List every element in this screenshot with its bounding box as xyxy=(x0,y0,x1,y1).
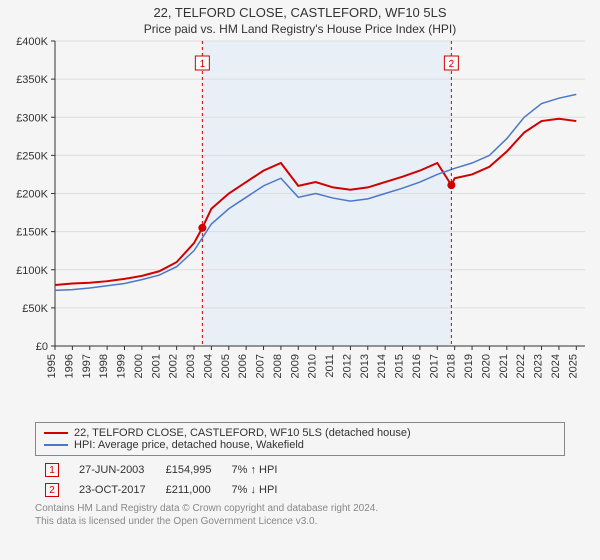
table-row: 2 23-OCT-2017£211,0007% ↓ HPI xyxy=(35,480,287,500)
svg-text:2023: 2023 xyxy=(533,354,545,378)
footer-line1: Contains HM Land Registry data © Crown c… xyxy=(35,502,565,515)
chart-legend: 22, TELFORD CLOSE, CASTLEFORD, WF10 5LS … xyxy=(35,422,565,456)
legend-swatch xyxy=(44,444,68,446)
tx-marker-cell: 1 xyxy=(35,460,69,480)
legend-swatch xyxy=(44,432,68,434)
svg-text:1995: 1995 xyxy=(46,354,58,378)
svg-text:2022: 2022 xyxy=(515,354,527,378)
svg-text:2014: 2014 xyxy=(376,354,388,378)
svg-text:£50K: £50K xyxy=(22,303,48,315)
svg-text:2013: 2013 xyxy=(359,354,371,378)
svg-text:1996: 1996 xyxy=(63,354,75,378)
legend-row: 22, TELFORD CLOSE, CASTLEFORD, WF10 5LS … xyxy=(44,427,556,439)
svg-text:2019: 2019 xyxy=(463,354,475,378)
chart-title: 22, TELFORD CLOSE, CASTLEFORD, WF10 5LS xyxy=(5,5,595,20)
svg-text:2024: 2024 xyxy=(550,354,562,378)
svg-text:2004: 2004 xyxy=(202,354,214,378)
tx-date: 23-OCT-2017 xyxy=(69,480,156,500)
tx-marker-cell: 2 xyxy=(35,480,69,500)
svg-text:2011: 2011 xyxy=(324,354,336,378)
tx-marker: 2 xyxy=(45,483,59,497)
svg-text:2001: 2001 xyxy=(150,354,162,378)
svg-text:2006: 2006 xyxy=(237,354,249,378)
svg-text:£400K: £400K xyxy=(16,36,48,48)
svg-text:2000: 2000 xyxy=(133,354,145,378)
svg-text:2021: 2021 xyxy=(498,354,510,378)
svg-text:2010: 2010 xyxy=(307,354,319,378)
svg-text:2017: 2017 xyxy=(428,354,440,378)
svg-text:2020: 2020 xyxy=(480,354,492,378)
svg-text:£0: £0 xyxy=(36,341,48,353)
svg-text:1997: 1997 xyxy=(81,354,93,378)
svg-text:£100K: £100K xyxy=(16,265,48,277)
tx-date: 27-JUN-2003 xyxy=(69,460,156,480)
svg-text:2: 2 xyxy=(449,59,455,70)
svg-text:1: 1 xyxy=(200,59,206,70)
tx-pct: 7% ↑ HPI xyxy=(222,460,288,480)
svg-text:£150K: £150K xyxy=(16,227,48,239)
svg-text:2025: 2025 xyxy=(567,354,579,378)
tx-price: £154,995 xyxy=(156,460,222,480)
svg-text:1999: 1999 xyxy=(116,354,128,378)
svg-text:£350K: £350K xyxy=(16,74,48,86)
svg-text:£300K: £300K xyxy=(16,112,48,124)
svg-text:2009: 2009 xyxy=(289,354,301,378)
svg-text:2007: 2007 xyxy=(255,354,267,378)
svg-text:2005: 2005 xyxy=(220,354,232,378)
svg-text:£200K: £200K xyxy=(16,189,48,201)
legend-label: HPI: Average price, detached house, Wake… xyxy=(74,439,304,451)
legend-label: 22, TELFORD CLOSE, CASTLEFORD, WF10 5LS … xyxy=(74,427,411,439)
svg-text:2016: 2016 xyxy=(411,354,423,378)
chart-titles: 22, TELFORD CLOSE, CASTLEFORD, WF10 5LS … xyxy=(5,5,595,36)
tx-marker: 1 xyxy=(45,463,59,477)
chart-footer: Contains HM Land Registry data © Crown c… xyxy=(35,502,565,528)
svg-text:2012: 2012 xyxy=(341,354,353,378)
svg-text:2015: 2015 xyxy=(394,354,406,378)
chart-area: £0 £50K £100K £150K £200K £250K £300K £350K £400… xyxy=(5,36,595,416)
chart-subtitle: Price paid vs. HM Land Registry's House … xyxy=(5,22,595,36)
transactions-table: 1 27-JUN-2003£154,9957% ↑ HPI 2 23-OCT-2017… xyxy=(35,460,565,500)
svg-text:2003: 2003 xyxy=(185,354,197,378)
tx-pct: 7% ↓ HPI xyxy=(222,480,288,500)
footer-line2: This data is licensed under the Open Gov… xyxy=(35,515,565,528)
svg-text:2018: 2018 xyxy=(446,354,458,378)
svg-text:£250K: £250K xyxy=(16,150,48,162)
tx-price: £211,000 xyxy=(156,480,222,500)
table-row: 1 27-JUN-2003£154,9957% ↑ HPI xyxy=(35,460,287,480)
svg-text:2008: 2008 xyxy=(272,354,284,378)
line-chart: £0 £50K £100K £150K £200K £250K £300K £350K £400… xyxy=(5,36,595,416)
svg-text:1998: 1998 xyxy=(98,354,110,378)
svg-text:2002: 2002 xyxy=(168,354,180,378)
legend-row: HPI: Average price, detached house, Wake… xyxy=(44,439,556,451)
